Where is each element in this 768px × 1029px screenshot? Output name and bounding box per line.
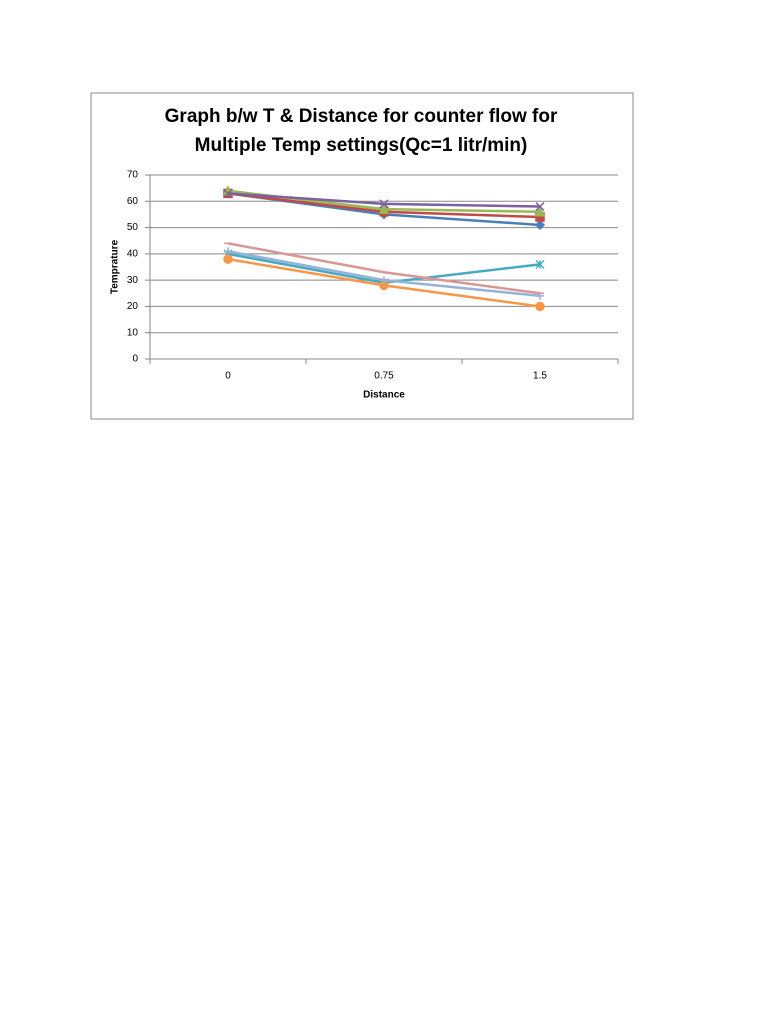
chart-title: Graph b/w T & Distance for counter flow … (165, 106, 558, 127)
y-tick-label: 40 (127, 248, 139, 259)
y-axis-label: Temprature (110, 239, 121, 294)
x-tick-label: 1.5 (533, 371, 547, 382)
x-tick-label: 0.75 (374, 371, 394, 382)
x-axis-label: Distance (363, 390, 405, 401)
marker (535, 301, 545, 312)
marker (534, 219, 546, 231)
x-tick-label: 0 (225, 371, 231, 382)
marker (379, 199, 389, 209)
marker (223, 188, 233, 198)
marker (535, 202, 545, 212)
y-tick-label: 70 (127, 170, 139, 181)
y-tick-label: 30 (127, 275, 139, 286)
y-tick-label: 50 (127, 222, 139, 233)
marker (535, 259, 545, 269)
y-tick-label: 10 (127, 327, 139, 338)
chart-frame (90, 92, 634, 420)
marker (224, 247, 232, 256)
y-tick-label: 0 (132, 354, 138, 365)
marker (380, 276, 388, 285)
y-tick-label: 60 (127, 196, 139, 207)
marker (534, 206, 546, 217)
chart-title: Multiple Temp settings(Qc=1 litr/min) (195, 135, 528, 156)
marker (378, 203, 390, 214)
marker (223, 254, 233, 264)
y-tick-label: 20 (127, 301, 139, 312)
